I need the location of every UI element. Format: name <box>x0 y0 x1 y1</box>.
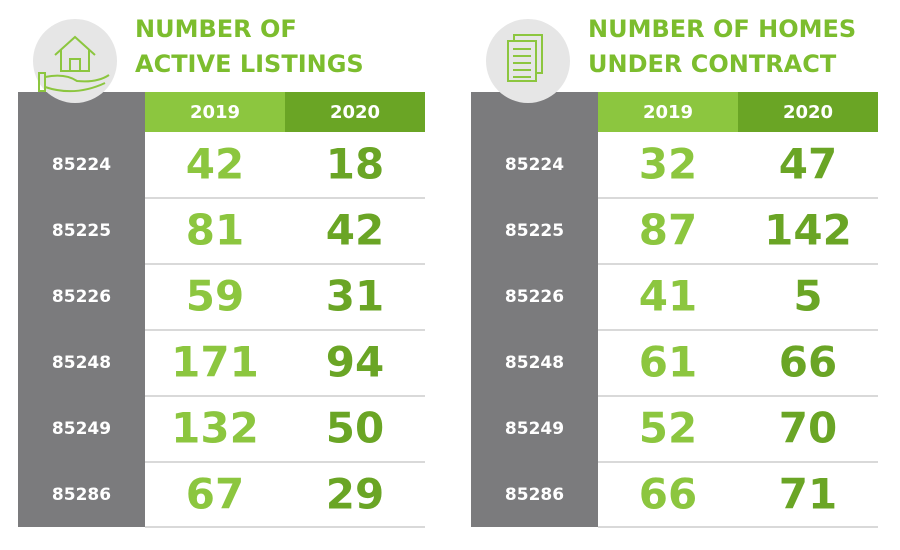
cell-value: 42 <box>186 140 244 189</box>
cell-value: 47 <box>779 140 837 189</box>
zip-code: 85224 <box>505 155 564 175</box>
document-icon <box>507 34 543 82</box>
zip-code: 85249 <box>505 419 564 439</box>
cell-value: 94 <box>326 338 384 387</box>
cell-value: 18 <box>326 140 384 189</box>
cell-value: 59 <box>186 272 244 321</box>
zip-code: 85225 <box>505 221 564 241</box>
cell-value: 87 <box>639 206 697 255</box>
column-header: 2019 <box>643 102 693 123</box>
zip-code: 85249 <box>52 419 111 439</box>
zip-code: 85226 <box>505 287 564 307</box>
panel-title: ACTIVE LISTINGS <box>135 50 364 78</box>
cell-value: 31 <box>326 272 384 321</box>
cell-value: 29 <box>326 470 384 519</box>
icon-circle <box>33 19 117 103</box>
column-header: 2020 <box>330 102 380 123</box>
icon-page <box>507 40 537 82</box>
panel-title: UNDER CONTRACT <box>588 50 837 78</box>
cell-value: 52 <box>639 404 697 453</box>
zip-code: 85286 <box>505 485 564 505</box>
cell-value: 70 <box>779 404 837 453</box>
column-header-bg <box>738 92 878 132</box>
cell-value: 71 <box>779 470 837 519</box>
column-header-bg <box>598 92 738 132</box>
panel-title: NUMBER OF HOMES <box>588 15 856 43</box>
zip-column <box>471 92 598 527</box>
icon-hand <box>44 74 110 93</box>
cell-value: 66 <box>779 338 837 387</box>
column-header: 2019 <box>190 102 240 123</box>
cell-value: 67 <box>186 470 244 519</box>
icon-shape <box>54 35 96 72</box>
cell-value: 50 <box>326 404 384 453</box>
cell-value: 171 <box>171 338 259 387</box>
zip-column <box>18 92 145 527</box>
cell-value: 5 <box>793 272 822 321</box>
column-header-bg <box>285 92 425 132</box>
cell-value: 42 <box>326 206 384 255</box>
cell-value: 66 <box>639 470 697 519</box>
zip-code: 85225 <box>52 221 111 241</box>
cell-value: 142 <box>764 206 852 255</box>
zip-code: 85248 <box>52 353 111 373</box>
icon-cuff <box>38 72 46 92</box>
column-header-bg <box>145 92 285 132</box>
zip-code: 85286 <box>52 485 111 505</box>
cell-value: 32 <box>639 140 697 189</box>
house-icon <box>38 35 110 93</box>
zip-code: 85224 <box>52 155 111 175</box>
column-header: 2020 <box>783 102 833 123</box>
cell-value: 41 <box>639 272 697 321</box>
cell-value: 81 <box>186 206 244 255</box>
cell-value: 61 <box>639 338 697 387</box>
zip-code: 85248 <box>505 353 564 373</box>
cell-value: 132 <box>171 404 259 453</box>
zip-code: 85226 <box>52 287 111 307</box>
panel-title: NUMBER OF <box>135 15 297 43</box>
